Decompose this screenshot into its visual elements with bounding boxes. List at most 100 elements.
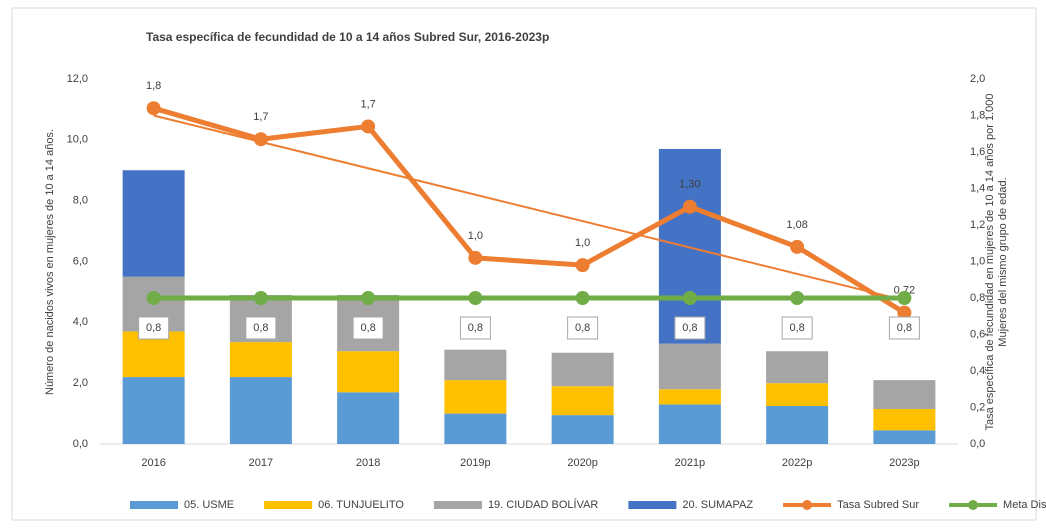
y-tick-label: 4,0 [73, 316, 88, 328]
line-marker [682, 199, 697, 214]
x-tick-label: 2022p [782, 457, 813, 469]
data-label: 1,7 [253, 111, 268, 123]
data-label: 0,8 [789, 322, 804, 334]
legend-label: Tasa Subred Sur [837, 499, 919, 511]
y2-tick-label: 1,8 [970, 109, 985, 121]
bar-segment [122, 377, 185, 444]
bar-segment [873, 409, 936, 431]
bar-segment [551, 415, 614, 444]
y2-tick-label: 0,0 [970, 438, 985, 450]
y-tick-label: 6,0 [73, 255, 88, 267]
y2-tick-label: 1,2 [970, 219, 985, 231]
y-tick-label: 2,0 [73, 377, 88, 389]
bar-segment [122, 170, 185, 277]
bar-segment [551, 386, 614, 416]
x-tick-label: 2018 [356, 457, 380, 469]
bar-segment [658, 343, 721, 390]
y2-tick-label: 0,8 [970, 292, 985, 304]
y2-tick-label: 1,0 [970, 255, 985, 267]
bar-segment [873, 430, 936, 444]
legend-swatch [968, 500, 979, 510]
chart-title: Tasa específica de fecundidad de 10 a 14… [146, 30, 549, 44]
data-label-box [138, 316, 170, 340]
data-label: 0,8 [253, 322, 268, 334]
y2-axis-title: Tasa específica de fecundidad en mujeres… [984, 94, 996, 431]
legend-label: 19. CIUDAD BOLÍVAR [488, 498, 598, 511]
bar-segment [658, 404, 721, 444]
data-label-box [567, 316, 599, 340]
y2-tick-label: 1,6 [970, 146, 985, 158]
data-label-box [781, 316, 813, 340]
data-label-box [245, 316, 277, 340]
y-axis-title: Número de nacidos vivos en mujeres de 10… [44, 129, 56, 395]
x-tick-label: 2023p [889, 457, 920, 469]
bar-segment [766, 383, 829, 406]
data-label: 1,7 [360, 98, 375, 110]
data-label: 0,8 [468, 322, 483, 334]
y2-tick-label: 0,6 [970, 328, 985, 340]
bar-segment [337, 351, 400, 393]
bar-segment [444, 380, 507, 414]
y-tick-label: 8,0 [73, 195, 88, 207]
y2-tick-label: 2,0 [970, 73, 985, 85]
line-marker [146, 101, 161, 116]
legend-swatch [433, 501, 482, 509]
y2-axis-title: Mujeres del mismo grupo de edad. [997, 177, 1009, 346]
bar-segment [766, 405, 829, 444]
bar-segment [229, 342, 292, 378]
line-marker [682, 291, 697, 305]
data-label-box [888, 316, 920, 340]
line-marker [790, 291, 805, 305]
data-label: 1,8 [146, 80, 161, 92]
y-tick-label: 10,0 [67, 134, 88, 146]
x-tick-label: 2016 [141, 457, 165, 469]
legend-label: 05. USME [184, 499, 234, 511]
data-label: 1,0 [575, 237, 590, 249]
line-marker [253, 132, 268, 147]
legend-swatch [130, 501, 178, 509]
legend-swatch [264, 501, 313, 509]
bar-segment [873, 380, 936, 410]
y2-tick-label: 1,4 [970, 182, 985, 194]
legend-label: 06. TUNJUELITO [318, 499, 404, 511]
line-marker [575, 291, 590, 305]
legend-swatch [802, 500, 813, 510]
data-label: 0,8 [360, 322, 375, 334]
data-label-box [352, 316, 384, 340]
bar-segment [444, 413, 507, 444]
x-tick-label: 2020p [567, 457, 598, 469]
line-marker [790, 239, 805, 254]
data-label: 0,8 [897, 322, 912, 334]
data-label: 0,8 [146, 322, 161, 334]
line-marker [253, 291, 268, 305]
x-tick-label: 2017 [249, 457, 273, 469]
data-label: 0,8 [575, 322, 590, 334]
legend-swatch [628, 501, 677, 509]
data-label-box [459, 316, 491, 340]
trend-line [153, 114, 905, 302]
bar-segment [444, 349, 507, 381]
line [152, 105, 906, 315]
y-tick-label: 12,0 [67, 73, 88, 85]
x-tick-label: 2021p [675, 457, 706, 469]
legend-label: Meta Distrital [1003, 499, 1046, 511]
y2-tick-label: 0,4 [970, 365, 985, 377]
data-label: 0,8 [682, 322, 697, 334]
data-label: 1,08 [786, 219, 807, 231]
bar-segment [551, 352, 614, 387]
x-tick-label: 2019p [460, 457, 491, 469]
line-marker [575, 258, 590, 273]
line-marker [897, 305, 912, 320]
line-marker [468, 250, 483, 265]
bar-segment [658, 148, 721, 344]
line-marker [468, 291, 483, 305]
legend-label: 20. SUMAPAZ [682, 499, 753, 511]
data-label: 1,30 [679, 179, 700, 191]
bar-segment [229, 377, 292, 444]
line-marker [361, 119, 376, 134]
data-label-box [674, 316, 706, 340]
line-marker [897, 291, 912, 305]
bar-segment [766, 351, 829, 384]
bar-segment [658, 389, 721, 405]
